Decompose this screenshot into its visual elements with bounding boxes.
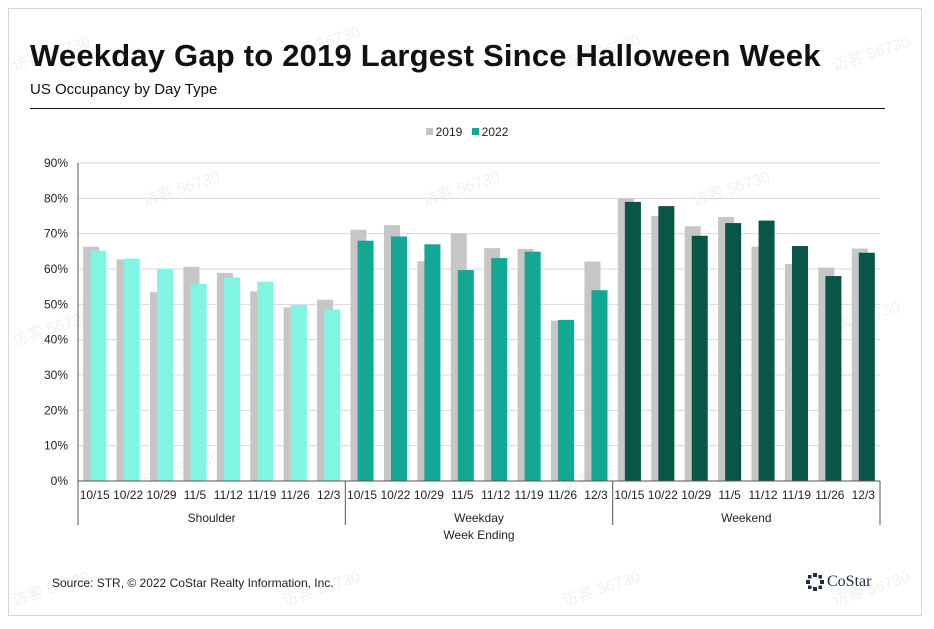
chart-subtitle: US Occupancy by Day Type: [30, 81, 218, 98]
y-tick-label: 70%: [44, 227, 68, 241]
bar-2022: [457, 270, 474, 481]
legend-label-2022: 2022: [481, 124, 509, 139]
x-tick-label: 12/3: [317, 488, 341, 502]
group-label: Shoulder: [188, 511, 236, 525]
bar-2022: [791, 246, 809, 481]
x-tick-label: 11/12: [748, 488, 777, 502]
x-tick-label: 12/3: [852, 488, 876, 502]
bar-2022: [658, 206, 675, 481]
bar-2022: [424, 244, 441, 481]
x-tick-label: 11/19: [782, 488, 811, 502]
bar-2022: [491, 258, 508, 481]
bar-2022: [290, 305, 307, 481]
bar-2022: [90, 250, 107, 481]
x-tick-label: 11/12: [481, 488, 510, 502]
x-tick-label: 10/29: [681, 488, 711, 502]
legend-item-2019: 2019: [425, 124, 463, 139]
y-tick-label: 30%: [44, 368, 68, 382]
bar-2022: [257, 281, 274, 481]
x-axis-title: Week Ending: [443, 528, 514, 542]
bar-2022: [223, 277, 240, 481]
bar-2022: [825, 276, 842, 481]
y-tick-label: 50%: [44, 297, 68, 311]
y-tick-label: 10%: [44, 439, 68, 453]
costar-logo: CoStar: [806, 573, 871, 591]
x-tick-label: 10/22: [113, 488, 143, 502]
y-tick-label: 40%: [44, 333, 68, 347]
bar-2022: [157, 268, 174, 481]
x-tick-label: 10/29: [414, 488, 444, 502]
x-tick-label: 11/26: [548, 488, 577, 502]
x-tick-label: 10/22: [648, 488, 678, 502]
legend: 2019 2022: [0, 124, 934, 139]
legend-swatch-2022: [471, 128, 479, 135]
source-note: Source: STR, © 2022 CoStar Realty Inform…: [52, 576, 334, 590]
x-tick-label: 10/15: [80, 488, 110, 502]
x-tick-label: 11/5: [718, 488, 741, 502]
x-tick-label: 11/5: [451, 488, 474, 502]
bar-2022: [591, 290, 608, 481]
x-tick-label: 10/29: [147, 488, 177, 502]
x-tick-label: 10/22: [380, 488, 410, 502]
x-tick-label: 11/26: [281, 488, 310, 502]
bar-2022: [691, 235, 708, 481]
bar-2022: [758, 220, 775, 482]
costar-logo-text: CoStar: [827, 573, 872, 590]
legend-label-2019: 2019: [435, 124, 463, 139]
x-tick-label: 10/15: [614, 488, 644, 502]
title-divider: [30, 108, 885, 109]
legend-item-2022: 2022: [471, 124, 509, 139]
legend-swatch-2019: [425, 128, 433, 135]
x-tick-label: 11/19: [515, 488, 544, 502]
bar-2022: [390, 236, 408, 481]
x-tick-label: 11/26: [815, 488, 844, 502]
bar-2022: [524, 251, 541, 481]
bar-2022: [357, 240, 374, 481]
y-tick-label: 0%: [51, 474, 69, 488]
y-tick-label: 60%: [44, 262, 68, 276]
group-label: Weekday: [454, 511, 504, 525]
bar-2022: [858, 252, 875, 481]
chart-title: Weekday Gap to 2019 Largest Since Hallow…: [30, 38, 821, 73]
x-tick-label: 12/3: [584, 488, 608, 502]
bar-2022: [725, 223, 742, 482]
y-tick-label: 20%: [44, 403, 68, 417]
x-tick-label: 11/12: [214, 488, 243, 502]
bar-2022: [324, 309, 341, 481]
bar-2022: [190, 283, 207, 481]
y-tick-label: 90%: [44, 156, 68, 170]
bar-2022: [624, 201, 641, 481]
x-tick-label: 11/5: [184, 488, 207, 502]
bar-2022: [558, 319, 575, 481]
group-label: Weekend: [721, 511, 771, 525]
bar-2022: [123, 258, 140, 481]
y-tick-label: 80%: [44, 191, 68, 205]
x-tick-label: 11/19: [247, 488, 276, 502]
x-tick-label: 10/15: [347, 488, 377, 502]
costar-logo-icon: [806, 573, 824, 591]
